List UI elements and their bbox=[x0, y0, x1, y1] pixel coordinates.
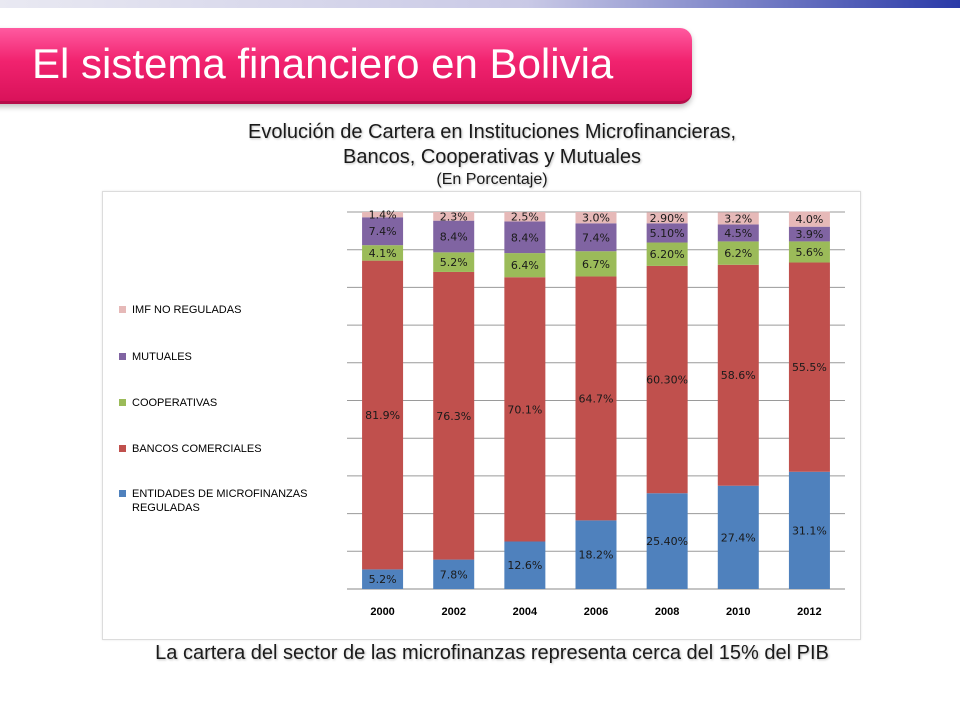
data-label: 3.2% bbox=[724, 212, 752, 225]
data-label: 5.10% bbox=[650, 227, 685, 240]
legend-swatch-cooperativas bbox=[119, 399, 126, 406]
data-label: 55.5% bbox=[792, 361, 827, 374]
x-tick-label: 2004 bbox=[513, 606, 538, 618]
bar-segment-cooperativas bbox=[504, 253, 546, 278]
x-tick-label: 2010 bbox=[726, 606, 750, 618]
data-label: 31.1% bbox=[792, 524, 827, 537]
top-decoration-band bbox=[0, 0, 960, 8]
stacked-bar-chart: 5.2% 81.9% 4.1% 7.4% 1.4% 2000 7.8% 76.3% 5.2% 8.… bbox=[119, 209, 845, 618]
bar-segment-mutuales bbox=[433, 220, 475, 253]
bar-segment-entidades bbox=[646, 493, 688, 589]
data-label: 25.40% bbox=[646, 535, 688, 548]
data-label: 7.8% bbox=[440, 568, 468, 581]
data-label: 1.4% bbox=[369, 209, 397, 222]
data-label: 6.4% bbox=[511, 259, 539, 272]
data-label: 4.0% bbox=[795, 213, 823, 226]
chart-heading: Evolución de Cartera en Instituciones Mi… bbox=[100, 120, 884, 190]
footer-note: La cartera del sector de las microfinanz… bbox=[155, 642, 829, 664]
bar-segment-mutuales bbox=[717, 224, 759, 242]
bar-segment-mutuales bbox=[788, 226, 830, 242]
bar-segment-imf_no_reguladas bbox=[362, 212, 404, 218]
data-label: 5.2% bbox=[369, 573, 397, 586]
data-label: 5.2% bbox=[440, 256, 468, 269]
bar-segment-imf_no_reguladas bbox=[575, 212, 617, 224]
x-tick-label: 2000 bbox=[370, 606, 394, 618]
bar-segment-entidades bbox=[788, 471, 830, 589]
bar-segment-bancos bbox=[575, 276, 617, 521]
x-tick-label: 2008 bbox=[655, 606, 679, 618]
bar-segment-bancos bbox=[788, 262, 830, 472]
bar-segment-cooperativas bbox=[646, 242, 688, 266]
bar-segment-bancos bbox=[433, 271, 475, 560]
data-label: 4.5% bbox=[724, 227, 752, 240]
data-label: 76.3% bbox=[436, 410, 471, 423]
bar-segment-bancos bbox=[504, 277, 546, 542]
bar-segment-bancos bbox=[717, 264, 759, 486]
bar-segment-mutuales bbox=[362, 217, 404, 246]
legend-swatch-bancos bbox=[119, 445, 126, 452]
bar-segment-cooperativas bbox=[717, 241, 759, 265]
bar-segment-cooperativas bbox=[788, 241, 830, 263]
data-label: 7.4% bbox=[369, 225, 397, 238]
chart-title-line-1: Evolución de Cartera en Instituciones Mi… bbox=[247, 121, 737, 143]
bar-segment-mutuales bbox=[646, 223, 688, 243]
legend-label: BANCOS COMERCIALES bbox=[132, 443, 262, 455]
data-label: 8.4% bbox=[440, 231, 468, 244]
data-label: 70.1% bbox=[507, 403, 542, 416]
bar-segment-entidades bbox=[504, 541, 546, 589]
legend-swatch-imf_no_reguladas bbox=[119, 306, 126, 313]
legend-label: COOPERATIVAS bbox=[132, 397, 217, 409]
data-label: 18.2% bbox=[579, 549, 614, 562]
data-label: 8.4% bbox=[511, 231, 539, 244]
legend-label: IMF NO REGULADAS bbox=[132, 304, 241, 316]
bar-segment-entidades bbox=[575, 520, 617, 589]
legend-label: ENTIDADES DE MICROFINANZAS REGULADAS bbox=[132, 488, 307, 514]
title-banner: El sistema financiero en Bolivia bbox=[0, 28, 692, 104]
x-tick-label: 2002 bbox=[441, 606, 465, 618]
data-label: 2.90% bbox=[650, 212, 685, 225]
data-label: 12.6% bbox=[507, 559, 542, 572]
bar-segment-bancos bbox=[646, 265, 688, 494]
data-label: 27.4% bbox=[721, 531, 756, 544]
x-tick-label: 2006 bbox=[584, 606, 608, 618]
data-label: 4.1% bbox=[369, 247, 397, 260]
x-tick-label: 2012 bbox=[797, 606, 821, 618]
data-label: 6.20% bbox=[650, 248, 685, 261]
chart-title-line-2: Bancos, Cooperativas y Mutuales bbox=[343, 146, 641, 168]
data-label: 81.9% bbox=[365, 409, 400, 422]
bar-segment-entidades bbox=[717, 485, 759, 589]
data-label: 58.6% bbox=[721, 369, 756, 382]
bar-segment-imf_no_reguladas bbox=[717, 212, 759, 225]
chart-subtitle: (En Porcentaje) bbox=[436, 171, 548, 188]
bar-segment-imf_no_reguladas bbox=[788, 211, 830, 227]
data-label: 60.30% bbox=[646, 374, 688, 387]
data-label: 3.0% bbox=[582, 212, 610, 225]
bar-segment-entidades bbox=[433, 559, 475, 589]
data-label: 6.7% bbox=[582, 258, 610, 271]
data-label: 5.6% bbox=[795, 246, 823, 259]
bar-segment-imf_no_reguladas bbox=[433, 212, 475, 221]
bar-segment-imf_no_reguladas bbox=[504, 212, 546, 222]
data-label: 3.9% bbox=[795, 228, 823, 241]
data-label: 2.3% bbox=[440, 210, 468, 223]
bar-segment-mutuales bbox=[504, 221, 546, 254]
bar-segment-imf_no_reguladas bbox=[646, 212, 688, 224]
bar-segment-mutuales bbox=[575, 223, 617, 252]
legend-swatch-entidades bbox=[119, 490, 126, 497]
slide-title: El sistema financiero en Bolivia bbox=[32, 40, 614, 87]
data-label: 7.4% bbox=[582, 231, 610, 244]
bar-segment-entidades bbox=[362, 569, 404, 589]
bar-segment-bancos bbox=[362, 260, 404, 570]
data-label: 64.7% bbox=[579, 392, 614, 405]
data-label: 6.2% bbox=[724, 247, 752, 260]
legend-label: MUTUALES bbox=[132, 351, 192, 363]
bar-segment-cooperativas bbox=[362, 245, 404, 261]
bar-segment-cooperativas bbox=[575, 251, 617, 277]
bar-segment-cooperativas bbox=[433, 252, 475, 272]
legend-swatch-mutuales bbox=[119, 353, 126, 360]
data-label: 2.5% bbox=[511, 211, 539, 224]
chart-area: 5.2% 81.9% 4.1% 7.4% 1.4% 2000 7.8% 76.3% 5.2% 8.… bbox=[102, 191, 861, 640]
